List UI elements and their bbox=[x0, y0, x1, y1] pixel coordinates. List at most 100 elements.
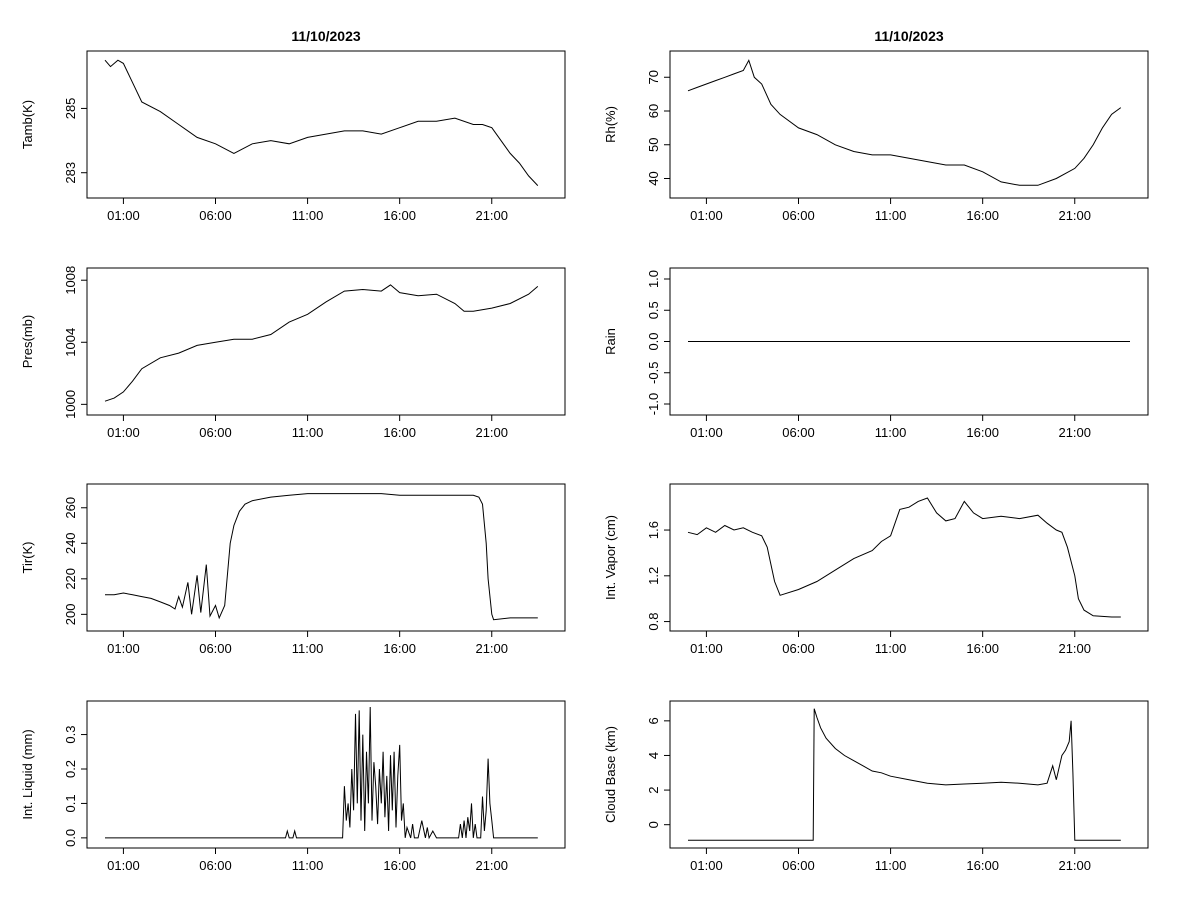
y-axis-label: Tir(K) bbox=[20, 541, 35, 573]
y-tick-label: 50 bbox=[646, 138, 661, 152]
x-tick-label: 01:00 bbox=[690, 858, 723, 873]
x-tick-label: 06:00 bbox=[782, 641, 815, 656]
x-tick-label: 16:00 bbox=[966, 425, 999, 440]
x-tick-label: 06:00 bbox=[782, 425, 815, 440]
y-tick-label: 0.0 bbox=[63, 829, 78, 847]
series-line-rh bbox=[687, 59, 1122, 186]
x-tick-label: 06:00 bbox=[782, 858, 815, 873]
x-tick-label: 11:00 bbox=[875, 641, 907, 656]
x-tick-label: 01:00 bbox=[107, 208, 140, 223]
y-tick-label: 0.2 bbox=[63, 760, 78, 778]
x-tick-label: 11:00 bbox=[875, 858, 907, 873]
y-tick-label: 70 bbox=[646, 70, 661, 84]
panel-6: 01:00 06:00 11:00 16:00 21:00 0.8 1.2 1.6 Int. V… bbox=[603, 483, 1149, 656]
x-tick-label: 21:00 bbox=[475, 208, 508, 223]
series-line-int-vapor bbox=[687, 497, 1121, 618]
y-axis-label: Rh(%) bbox=[603, 106, 618, 143]
panel-2: 11/10/2023 01:00 06:00 11:00 16:00 21:00 40 50 6… bbox=[603, 28, 1149, 223]
x-tick-label: 21:00 bbox=[1058, 641, 1091, 656]
y-tick-label: 0 bbox=[646, 821, 661, 828]
x-tick-label: 11:00 bbox=[292, 641, 324, 656]
x-tick-label: 01:00 bbox=[107, 641, 140, 656]
panel-5: 01:00 06:00 11:00 16:00 21:00 200 220 240 260 Tir… bbox=[20, 483, 566, 656]
panel-7: 01:00 06:00 11:00 16:00 21:00 0.0 0.1 0.2 0.3 Int… bbox=[20, 700, 566, 873]
x-tick-label: 11:00 bbox=[875, 208, 907, 223]
plot-frame bbox=[669, 483, 1149, 632]
x-tick-label: 16:00 bbox=[383, 425, 416, 440]
y-tick-label: -0.5 bbox=[646, 362, 661, 384]
y-axis-label: Tamb(K) bbox=[20, 100, 35, 149]
x-tick-label: 21:00 bbox=[475, 641, 508, 656]
x-tick-label: 16:00 bbox=[966, 641, 999, 656]
x-tick-label: 11:00 bbox=[875, 425, 907, 440]
plot-frame bbox=[86, 700, 566, 849]
y-tick-label: 200 bbox=[63, 603, 78, 625]
y-tick-label: 1.2 bbox=[646, 567, 661, 585]
x-tick-label: 06:00 bbox=[199, 641, 232, 656]
y-tick-label: 40 bbox=[646, 171, 661, 185]
x-tick-label: 01:00 bbox=[690, 208, 723, 223]
x-tick-label: 21:00 bbox=[1058, 425, 1091, 440]
y-tick-label: 4 bbox=[646, 752, 661, 759]
y-tick-label: 283 bbox=[63, 162, 78, 184]
y-tick-label: 0.3 bbox=[63, 726, 78, 744]
x-tick-label: 16:00 bbox=[383, 858, 416, 873]
x-tick-label: 06:00 bbox=[199, 425, 232, 440]
plot-frame bbox=[669, 50, 1149, 199]
y-tick-label: 1.6 bbox=[646, 521, 661, 539]
series-line-cloud-base bbox=[688, 708, 1121, 841]
y-tick-label: -1.0 bbox=[646, 393, 661, 415]
y-axis-label: Rain bbox=[603, 328, 618, 355]
y-tick-label: 6 bbox=[646, 717, 661, 724]
x-tick-label: 21:00 bbox=[475, 858, 508, 873]
series-line-pres bbox=[104, 284, 539, 402]
x-tick-label: 16:00 bbox=[966, 208, 999, 223]
panel-8: 01:00 06:00 11:00 16:00 21:00 0 2 4 6 Cloud Base … bbox=[603, 700, 1149, 873]
x-tick-label: 16:00 bbox=[383, 641, 416, 656]
y-tick-label: 240 bbox=[63, 532, 78, 554]
panel-4: 01:00 06:00 11:00 16:00 21:00 -1.0 -0.5 0.0 0.5 1… bbox=[603, 267, 1149, 440]
plot-frame bbox=[86, 483, 566, 632]
y-tick-label: 1.0 bbox=[646, 270, 661, 288]
x-tick-label: 11:00 bbox=[292, 858, 324, 873]
plot-frame bbox=[669, 700, 1149, 849]
plot-frame bbox=[86, 50, 566, 199]
x-tick-label: 16:00 bbox=[966, 858, 999, 873]
y-tick-label: 1004 bbox=[63, 328, 78, 357]
y-tick-label: 0.8 bbox=[646, 613, 661, 631]
y-axis-label: Cloud Base (km) bbox=[603, 726, 618, 823]
x-tick-label: 21:00 bbox=[475, 425, 508, 440]
y-tick-label: 220 bbox=[63, 568, 78, 590]
x-tick-label: 01:00 bbox=[690, 425, 723, 440]
series-line-tamb bbox=[104, 59, 539, 186]
x-tick-label: 06:00 bbox=[199, 858, 232, 873]
panel-1: 11/10/2023 01:00 06:00 11:00 16:00 21:00 283 28… bbox=[20, 28, 566, 223]
y-axis-label: Pres(mb) bbox=[20, 315, 35, 368]
y-tick-label: 60 bbox=[646, 104, 661, 118]
y-axis-label: Int. Liquid (mm) bbox=[20, 729, 35, 819]
chart-title: 11/10/2023 bbox=[874, 28, 944, 44]
y-tick-label: 285 bbox=[63, 98, 78, 120]
y-tick-label: 2 bbox=[646, 786, 661, 793]
y-tick-label: 0.5 bbox=[646, 301, 661, 319]
x-tick-label: 11:00 bbox=[292, 208, 324, 223]
x-tick-label: 06:00 bbox=[782, 208, 815, 223]
series-line-int-liquid bbox=[105, 706, 538, 840]
x-tick-label: 11:00 bbox=[292, 425, 324, 440]
x-tick-label: 21:00 bbox=[1058, 858, 1091, 873]
plot-frame bbox=[86, 267, 566, 416]
series-line-tir bbox=[105, 493, 538, 621]
x-tick-label: 21:00 bbox=[1058, 208, 1091, 223]
x-tick-label: 01:00 bbox=[690, 641, 723, 656]
y-tick-label: 1008 bbox=[63, 266, 78, 295]
y-tick-label: 1000 bbox=[63, 390, 78, 419]
y-tick-label: 0.0 bbox=[646, 332, 661, 350]
chart-title: 11/10/2023 bbox=[291, 28, 361, 44]
x-tick-label: 01:00 bbox=[107, 425, 140, 440]
x-tick-label: 01:00 bbox=[107, 858, 140, 873]
x-tick-label: 06:00 bbox=[199, 208, 232, 223]
panel-3: 01:00 06:00 11:00 16:00 21:00 1000 1004 1008 Pre… bbox=[20, 266, 566, 440]
y-tick-label: 260 bbox=[63, 497, 78, 519]
x-tick-label: 16:00 bbox=[383, 208, 416, 223]
